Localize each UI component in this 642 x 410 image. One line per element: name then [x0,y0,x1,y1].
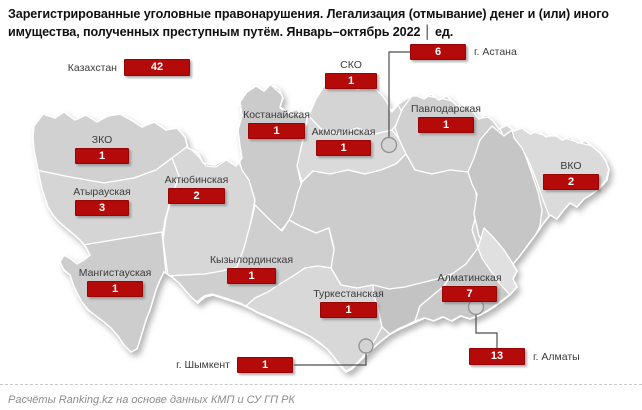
value-label: 2 [567,175,575,188]
region-name-label: Казахстан [67,61,117,74]
city-marker-shymkent [358,338,374,354]
value-label: 1 [345,303,352,316]
value-label: 1 [273,124,280,137]
region-name-label: Мангистауская [78,266,152,279]
value-label: 1 [111,282,119,295]
connector-shymkent [294,353,367,366]
value-bar: 2 [543,174,599,190]
city-marker-astana [380,136,398,154]
value-bar: 1 [87,281,143,297]
region-name-label: Актюбинская [164,173,229,186]
value-label: 1 [340,141,347,154]
value-label: 7 [466,287,473,300]
region-stat-astana: 6 г. Астана [410,44,517,60]
region-name-label: г. Астана [474,45,517,58]
region-stat-kyzylorda: 1 Кызылординская [210,254,293,284]
value-label: 6 [434,45,442,58]
value-label: 1 [261,358,269,371]
value-bar: 1 [325,73,377,89]
region-stat-shymkent: 1 г. Шымкент [176,357,293,373]
region-stat-almaty-region: 7 Алматинская [437,272,502,302]
value-bar: 13 [469,348,525,365]
value-label: 1 [347,74,355,87]
region-stat-zko: 1 ЗКО [75,134,129,164]
source-note: Расчёты Ranking.kz на основе данных КМП … [8,394,295,406]
connector-astana [388,51,411,137]
value-label: 13 [490,350,504,362]
region-name-label: г. Алматы [533,350,580,363]
page-title: Зарегистрированные уголовные правонаруше… [8,7,609,39]
value-label: 2 [193,189,200,202]
region-name-label: Павлодарская [411,102,481,115]
region-name-label: Атырауская [73,185,131,198]
value-bar: 6 [410,44,466,60]
region-name-label: Акмолинская [311,125,376,138]
footer-divider: Расчёты Ranking.kz на основе данных КМП … [0,384,642,408]
region-name-label: ЗКО [91,133,113,146]
value-label: 3 [98,201,106,214]
value-bar: 1 [320,302,377,318]
region-stat-kazakhstan: 42 Казахстан [68,59,190,76]
value-label: 1 [248,269,255,282]
value-bar: 1 [316,140,371,156]
region-stat-aktobe: 2 Актюбинская [165,174,228,204]
region-name-label: Кызылординская [209,253,294,266]
region-stat-vko: 2 ВКО [543,160,599,190]
value-label: 42 [150,61,164,73]
region-name-label: Туркестанская [313,287,384,300]
region-stat-kostanay: 1 Костанайская [243,109,310,139]
region-stat-mangystau: 1 Мангистауская [79,267,151,297]
value-bar: 1 [227,268,276,284]
value-bar: 1 [237,357,293,373]
connector-almaty [475,315,498,348]
region-name-label: г. Шымкент [176,358,230,371]
region-stat-pavlodar: 1 Павлодарская [411,103,481,133]
region-stat-almaty-city: 13 г. Алматы [469,348,580,365]
value-bar: 3 [75,200,129,216]
region-name-label: СКО [340,58,362,71]
value-bar: 1 [418,117,474,133]
region-stat-turkestan: 1 Туркестанская [313,288,384,318]
region-name-label: Алматинская [437,271,502,284]
region-name-label: ВКО [560,159,582,172]
value-label: 1 [98,149,106,162]
region-stat-akmola: 1 Акмолинская [312,126,375,156]
region-stat-sko: 1 СКО [325,59,377,89]
country-outline [32,76,610,373]
value-bar: 1 [248,123,305,139]
region-name-label: Костанайская [243,108,310,121]
value-label: 1 [442,118,450,131]
region-stat-atyrau: 3 Атырауская [73,186,131,216]
value-bar: 7 [442,286,497,302]
value-bar: 42 [124,59,190,76]
value-bar: 2 [168,188,225,204]
value-bar: 1 [75,148,129,164]
